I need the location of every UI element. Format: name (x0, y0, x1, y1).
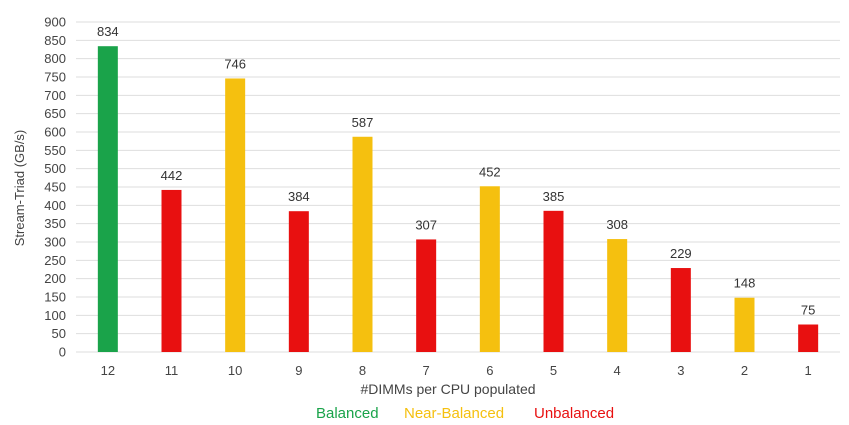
x-tick-label-11: 11 (165, 363, 179, 378)
y-tick-label: 600 (44, 125, 66, 140)
data-label-2: 148 (734, 276, 756, 291)
y-axis-ticks: 0 50 100 150 200 250 300 350 400 450 500 550 600 650 7… (44, 15, 66, 360)
y-tick-label: 200 (44, 271, 66, 286)
data-label-12: 834 (97, 24, 119, 39)
legend-item-unbalanced: Unbalanced (534, 405, 614, 422)
bar-10 (225, 78, 246, 352)
y-tick-label: 100 (44, 308, 66, 323)
y-tick-label: 500 (44, 161, 66, 176)
legend-item-near-balanced: Near-Balanced (404, 405, 504, 422)
bar-7 (416, 239, 437, 352)
x-axis-label: #DIMMs per CPU populated (360, 381, 535, 397)
data-label-8: 587 (352, 115, 374, 130)
x-tick-label-10: 10 (228, 363, 242, 378)
y-tick-label: 450 (44, 180, 66, 195)
legend: Balanced Near-Balanced Unbalanced (316, 405, 614, 422)
bar-2 (734, 297, 755, 352)
y-tick-label: 250 (44, 253, 66, 268)
data-labels: 834 442 746 384 587 307 452 385 308 229 148 75 (97, 24, 815, 317)
x-tick-label-5: 5 (550, 363, 557, 378)
bar-3 (670, 268, 691, 352)
data-label-6: 452 (479, 164, 501, 179)
bars (97, 46, 819, 352)
y-tick-label: 650 (44, 106, 66, 121)
x-tick-label-6: 6 (486, 363, 493, 378)
x-tick-label-1: 1 (805, 363, 812, 378)
legend-item-balanced: Balanced (316, 405, 379, 422)
data-label-4: 308 (606, 217, 628, 232)
y-axis-label: Stream-Triad (GB/s) (12, 130, 27, 247)
bar-11 (161, 189, 182, 352)
y-tick-label: 50 (52, 326, 66, 341)
x-axis-ticks: 12 11 10 9 8 7 6 5 4 3 2 1 (101, 363, 812, 378)
y-tick-label: 150 (44, 290, 66, 305)
x-tick-label-9: 9 (295, 363, 302, 378)
data-label-10: 746 (224, 56, 246, 71)
x-tick-label-2: 2 (741, 363, 748, 378)
y-tick-label: 850 (44, 33, 66, 48)
data-label-5: 385 (543, 189, 565, 204)
x-tick-label-3: 3 (677, 363, 684, 378)
data-label-3: 229 (670, 246, 692, 261)
x-tick-label-12: 12 (101, 363, 115, 378)
data-label-9: 384 (288, 189, 310, 204)
bar-5 (543, 210, 564, 352)
y-tick-label: 900 (44, 15, 66, 30)
bar-8 (352, 136, 373, 352)
bar-1 (798, 324, 819, 352)
y-tick-label: 750 (44, 70, 66, 85)
bar-4 (607, 239, 628, 352)
x-tick-label-7: 7 (423, 363, 430, 378)
data-label-7: 307 (415, 217, 437, 232)
bar-12 (97, 46, 118, 352)
gridlines (76, 21, 840, 353)
y-tick-label: 0 (59, 345, 66, 360)
data-label-1: 75 (801, 303, 815, 318)
bar-9 (288, 211, 309, 352)
y-tick-label: 350 (44, 216, 66, 231)
y-tick-label: 550 (44, 143, 66, 158)
y-tick-label: 300 (44, 235, 66, 250)
bar-6 (479, 186, 500, 352)
x-tick-label-4: 4 (614, 363, 621, 378)
y-tick-label: 700 (44, 88, 66, 103)
x-tick-label-8: 8 (359, 363, 366, 378)
y-tick-label: 800 (44, 51, 66, 66)
data-label-11: 442 (161, 168, 183, 183)
y-tick-label: 400 (44, 198, 66, 213)
